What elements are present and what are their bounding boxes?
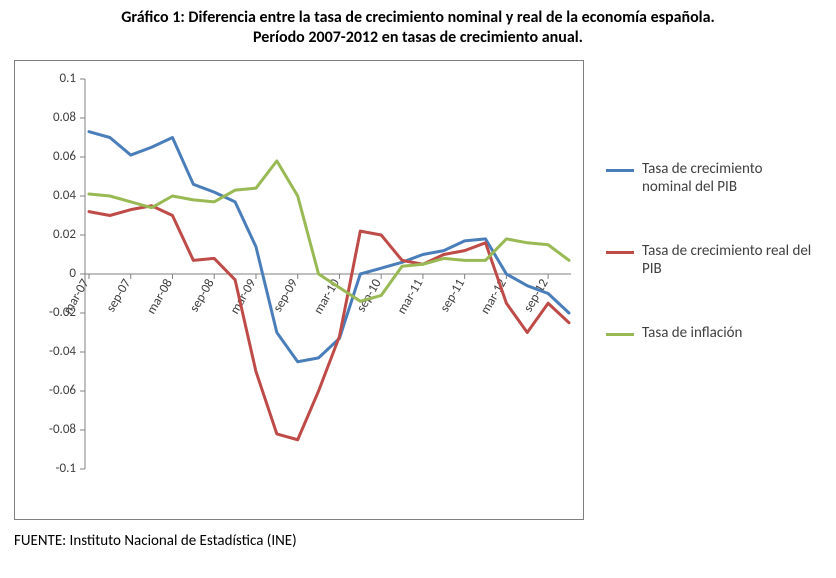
page-root: Gráfico 1: Diferencia entre la tasa de c…: [0, 0, 836, 578]
xtick-label: mar-08: [144, 276, 176, 317]
ytick-label: -0.1: [56, 461, 76, 476]
ytick-label: 0.06: [53, 149, 76, 164]
xtick-label: mar-07: [61, 276, 93, 317]
ytick-label: -0.06: [49, 383, 76, 398]
ytick-label: 0.04: [53, 188, 76, 203]
chart-and-legend: -0.1-0.08-0.06-0.04-0.0200.020.040.060.0…: [14, 60, 822, 520]
xtick-label: sep-11: [437, 277, 468, 315]
legend-label: Tasa de crecimiento nominal del PIB: [642, 160, 812, 196]
ytick-label: -0.04: [49, 344, 76, 359]
xtick-label: sep-07: [103, 276, 134, 315]
ytick-label: 0.1: [60, 71, 76, 86]
line-chart-svg: -0.1-0.08-0.06-0.04-0.0200.020.040.060.0…: [85, 79, 571, 469]
chart-box: -0.1-0.08-0.06-0.04-0.0200.020.040.060.0…: [14, 60, 584, 520]
legend-swatch: [606, 333, 634, 336]
plot-area: -0.1-0.08-0.06-0.04-0.0200.020.040.060.0…: [85, 79, 571, 469]
legend-label: Tasa de inflación: [642, 324, 742, 342]
legend-item: Tasa de crecimiento real del PIB: [606, 242, 812, 278]
ytick-label: 0: [69, 266, 76, 281]
xtick-label: mar-11: [394, 277, 426, 317]
legend-item: Tasa de crecimiento nominal del PIB: [606, 160, 812, 196]
xtick-label: mar-10: [311, 276, 343, 317]
legend: Tasa de crecimiento nominal del PIB Tasa …: [606, 160, 812, 388]
ytick-label: -0.08: [49, 422, 76, 437]
legend-label: Tasa de crecimiento real del PIB: [642, 242, 812, 278]
legend-item: Tasa de inflación: [606, 324, 812, 342]
xtick-label: sep-09: [270, 276, 301, 315]
ytick-label: 0.08: [53, 110, 76, 125]
ytick-label: 0.02: [53, 227, 76, 242]
legend-swatch: [606, 169, 634, 172]
series-line: [89, 206, 569, 440]
chart-title: Gráfico 1: Diferencia entre la tasa de c…: [14, 8, 822, 54]
legend-swatch: [606, 251, 634, 254]
xtick-label: sep-08: [187, 276, 218, 315]
title-line-2: Período 2007-2012 en tasas de crecimient…: [253, 28, 583, 47]
source-label: FUENTE: Instituto Nacional de Estadístic…: [14, 532, 822, 550]
xtick-label: sep-12: [521, 276, 552, 315]
title-line-1: Gráfico 1: Diferencia entre la tasa de c…: [121, 8, 715, 27]
